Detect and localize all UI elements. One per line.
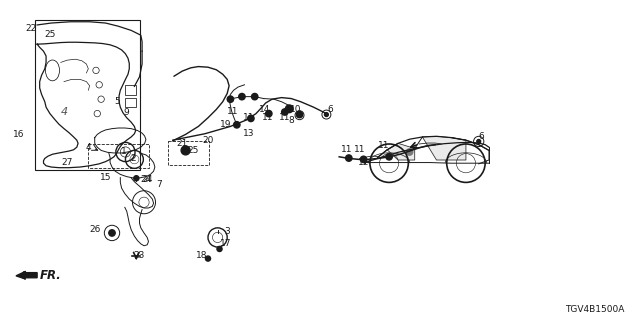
- Polygon shape: [16, 271, 37, 279]
- Text: 1: 1: [121, 147, 126, 156]
- Circle shape: [248, 115, 254, 122]
- Circle shape: [386, 154, 392, 160]
- Text: 25: 25: [44, 30, 56, 39]
- Text: 18: 18: [196, 251, 207, 260]
- Circle shape: [239, 93, 245, 100]
- Polygon shape: [422, 136, 466, 160]
- Text: 25: 25: [188, 146, 199, 155]
- Circle shape: [298, 113, 301, 117]
- Text: 11: 11: [354, 145, 365, 154]
- Circle shape: [266, 110, 272, 117]
- Text: 6: 6: [328, 105, 333, 114]
- Text: 16: 16: [13, 130, 25, 139]
- Text: 5: 5: [115, 97, 120, 106]
- Circle shape: [109, 230, 115, 236]
- Circle shape: [406, 149, 413, 155]
- Text: 3: 3: [225, 227, 230, 236]
- Text: 26: 26: [89, 225, 100, 234]
- Bar: [168, 141, 209, 165]
- Polygon shape: [387, 143, 415, 160]
- Circle shape: [205, 256, 211, 261]
- Circle shape: [252, 93, 258, 100]
- Text: 27: 27: [61, 158, 73, 167]
- Text: 11: 11: [378, 141, 390, 150]
- Text: TGV4B1500A: TGV4B1500A: [564, 305, 624, 314]
- Circle shape: [134, 176, 139, 181]
- Text: 21: 21: [177, 139, 188, 148]
- Circle shape: [477, 140, 481, 143]
- Text: 9: 9: [124, 108, 129, 117]
- Circle shape: [296, 111, 303, 118]
- Text: 22: 22: [25, 24, 36, 33]
- Text: 13: 13: [243, 129, 254, 138]
- Text: 7: 7: [156, 180, 161, 189]
- Text: 19: 19: [220, 120, 231, 129]
- Text: 17: 17: [220, 239, 231, 248]
- Text: 14: 14: [259, 105, 271, 114]
- Circle shape: [360, 156, 367, 163]
- Circle shape: [217, 246, 222, 252]
- Text: FR.: FR.: [40, 269, 61, 282]
- Text: 10: 10: [290, 105, 301, 114]
- Text: 20: 20: [202, 136, 214, 145]
- Text: 8: 8: [289, 116, 294, 125]
- Text: 15: 15: [100, 173, 111, 182]
- Circle shape: [181, 146, 190, 155]
- Text: 11: 11: [227, 107, 239, 116]
- Text: 11: 11: [279, 113, 291, 122]
- Text: 4: 4: [86, 143, 91, 152]
- Text: 4: 4: [60, 107, 68, 117]
- Text: 24: 24: [142, 175, 152, 184]
- Text: 11: 11: [341, 145, 353, 154]
- Circle shape: [282, 109, 288, 115]
- Bar: [88, 144, 149, 168]
- Text: 23: 23: [134, 252, 145, 260]
- Bar: [35, 20, 140, 170]
- Circle shape: [227, 96, 234, 102]
- Bar: [125, 98, 136, 107]
- Text: 12: 12: [358, 158, 369, 167]
- Text: 24: 24: [140, 175, 152, 184]
- Text: 2: 2: [131, 154, 136, 163]
- Bar: [125, 85, 136, 95]
- Circle shape: [324, 113, 328, 116]
- Text: 11: 11: [262, 113, 273, 122]
- Text: 6: 6: [479, 132, 484, 141]
- Text: 11: 11: [243, 113, 254, 122]
- Circle shape: [346, 155, 352, 161]
- Circle shape: [234, 122, 240, 128]
- Circle shape: [285, 105, 293, 113]
